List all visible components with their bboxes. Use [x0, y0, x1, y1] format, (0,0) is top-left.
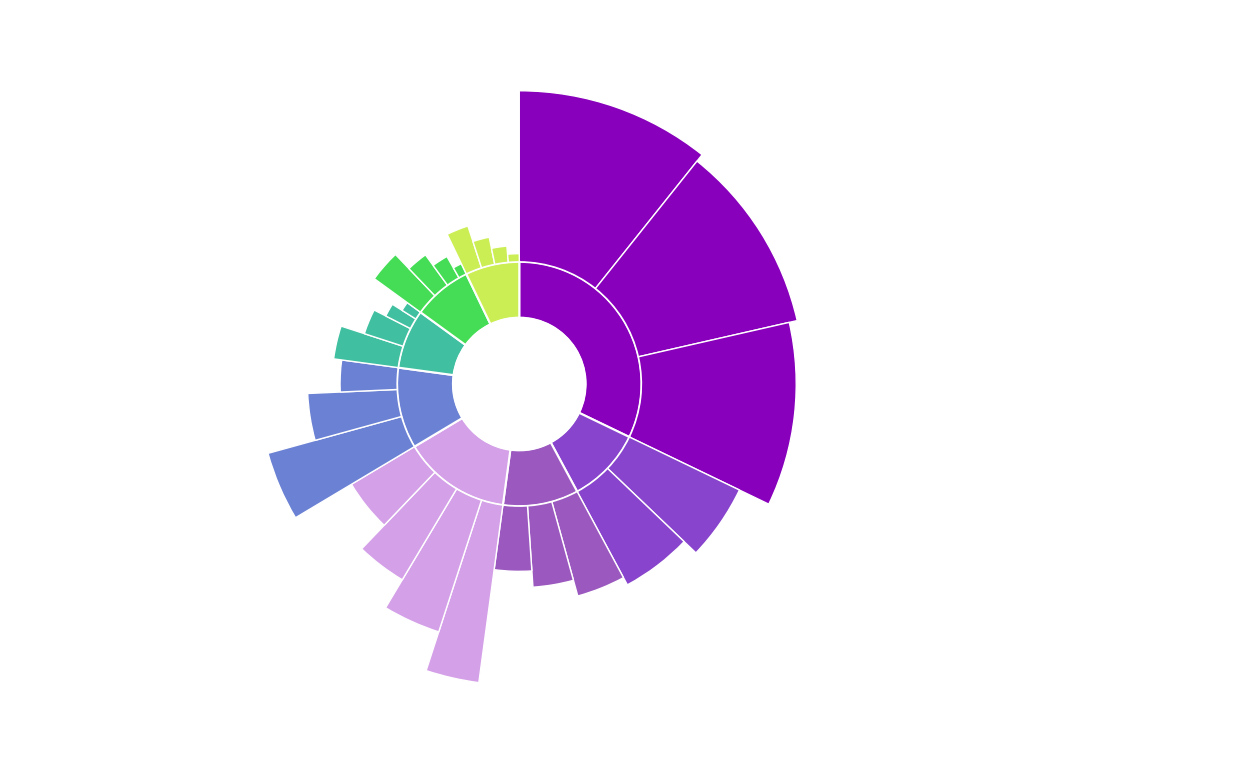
- Wedge shape: [374, 254, 434, 312]
- Wedge shape: [473, 237, 494, 268]
- Wedge shape: [409, 255, 448, 296]
- Wedge shape: [467, 262, 519, 324]
- Wedge shape: [629, 323, 796, 504]
- Wedge shape: [608, 437, 739, 553]
- Wedge shape: [421, 274, 490, 345]
- Wedge shape: [528, 502, 573, 588]
- Wedge shape: [414, 418, 510, 505]
- Wedge shape: [453, 263, 467, 278]
- Wedge shape: [268, 416, 414, 518]
- Wedge shape: [447, 226, 482, 274]
- Wedge shape: [552, 492, 624, 596]
- Wedge shape: [352, 447, 434, 525]
- Wedge shape: [402, 303, 421, 319]
- Wedge shape: [503, 442, 577, 506]
- Wedge shape: [508, 253, 519, 263]
- Wedge shape: [333, 326, 403, 368]
- Wedge shape: [577, 468, 684, 585]
- Wedge shape: [550, 412, 629, 492]
- Circle shape: [453, 318, 585, 450]
- Wedge shape: [339, 360, 398, 392]
- Wedge shape: [364, 310, 411, 346]
- Wedge shape: [519, 262, 641, 437]
- Wedge shape: [398, 312, 466, 375]
- Wedge shape: [308, 389, 402, 440]
- Wedge shape: [426, 500, 503, 683]
- Wedge shape: [386, 489, 482, 632]
- Wedge shape: [433, 257, 459, 285]
- Wedge shape: [595, 161, 797, 357]
- Wedge shape: [362, 472, 457, 580]
- Wedge shape: [494, 505, 532, 571]
- Wedge shape: [397, 368, 462, 447]
- Wedge shape: [519, 91, 703, 289]
- Wedge shape: [492, 246, 508, 264]
- Wedge shape: [386, 304, 416, 329]
